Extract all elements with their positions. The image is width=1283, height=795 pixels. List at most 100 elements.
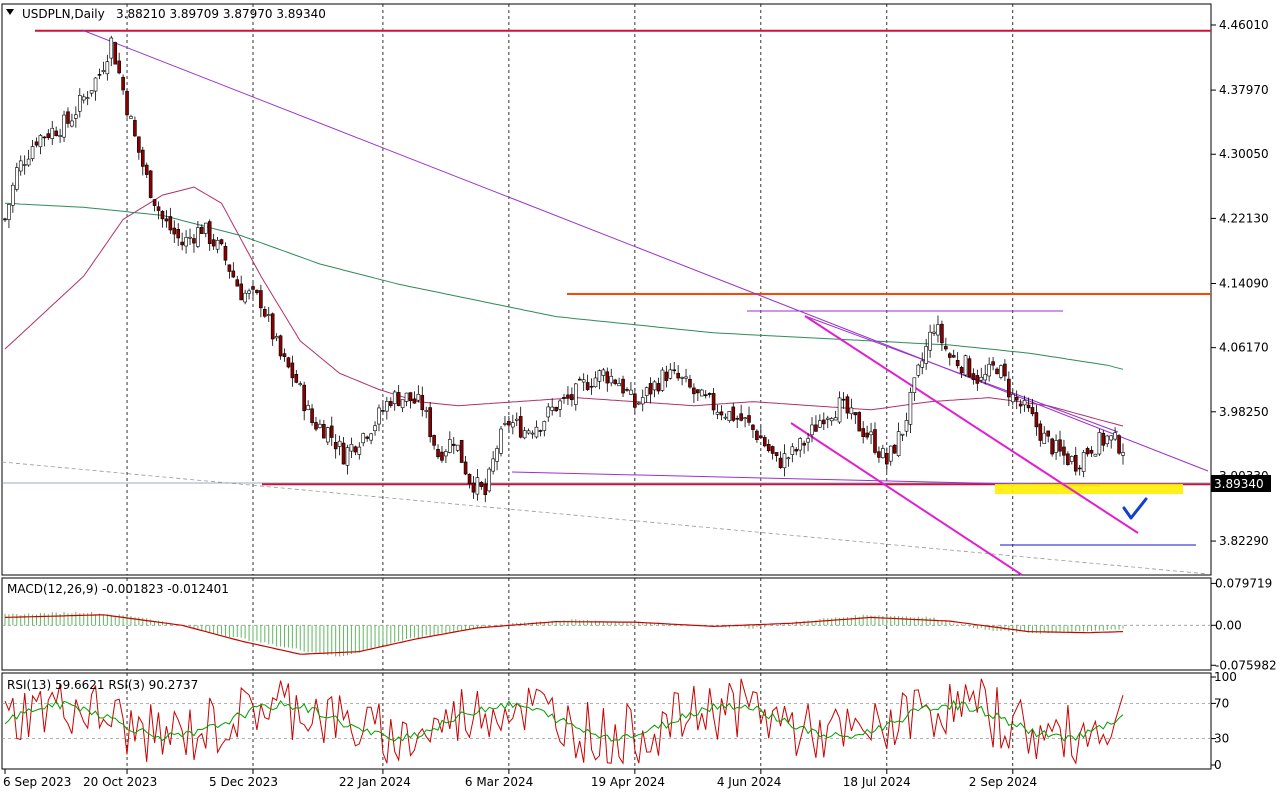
candle-body <box>274 336 279 339</box>
candle-body <box>703 394 708 397</box>
candle-body <box>652 381 657 391</box>
candle-body <box>353 446 358 453</box>
candle-body <box>845 396 850 414</box>
candle-body <box>755 430 759 440</box>
candle-body <box>660 369 665 391</box>
candle-body <box>684 376 688 379</box>
candle-body <box>881 448 885 459</box>
candle-body <box>1101 432 1106 446</box>
candle-body <box>172 227 177 235</box>
candle-body <box>825 417 830 420</box>
candle-body <box>349 443 354 452</box>
y-tick-label: 4.14090 <box>1219 277 1269 291</box>
candle-body <box>7 204 11 220</box>
candle-body <box>499 428 503 454</box>
channel-lower-line <box>790 422 1023 576</box>
candle-body <box>1113 432 1117 440</box>
rsi-layer <box>2 678 1211 765</box>
candle-body <box>668 369 673 379</box>
y-tick-label: 4.22130 <box>1219 211 1269 225</box>
price-panel-frame <box>1 3 1212 576</box>
candle-body <box>326 427 330 443</box>
candle-body <box>361 433 366 444</box>
candle-body <box>432 435 436 446</box>
candle-body <box>601 369 606 376</box>
candle-body <box>369 433 373 441</box>
y-tick-label: 3.82290 <box>1219 534 1269 548</box>
candle-body <box>511 422 515 428</box>
candle-body <box>609 375 614 384</box>
candle-body <box>184 237 188 247</box>
candle-body <box>877 451 881 458</box>
candle-body <box>585 382 590 390</box>
candle-body <box>629 389 633 395</box>
candle-body <box>235 279 240 287</box>
candle-body <box>759 435 763 439</box>
candle-body <box>570 394 574 401</box>
candle-body <box>259 290 263 309</box>
candle-body <box>904 420 909 432</box>
candle-body <box>869 431 873 436</box>
candle-body <box>109 37 114 59</box>
candle-body <box>1097 432 1102 455</box>
candle-body <box>747 415 751 423</box>
rsi3-line <box>4 678 1124 765</box>
y-tick-label: 70 <box>1214 696 1229 710</box>
candle-body <box>392 391 397 405</box>
candle-body <box>168 216 173 231</box>
candle-body <box>365 436 369 439</box>
candle-body <box>424 410 429 412</box>
candle-body <box>581 379 586 383</box>
candle-body <box>459 439 464 463</box>
candle-body <box>987 363 991 377</box>
candle-body <box>577 378 582 381</box>
candle-body <box>892 444 897 454</box>
candle-body <box>806 438 810 443</box>
candle-body <box>896 431 901 456</box>
candle-body <box>396 392 401 406</box>
y-tick-label: -0.075982 <box>1215 658 1277 672</box>
candle-body <box>322 424 326 439</box>
candle-body <box>999 365 1003 378</box>
candle-body <box>664 371 669 381</box>
candle-body <box>1073 455 1078 472</box>
candle-body <box>15 167 19 190</box>
candle-body <box>211 239 216 247</box>
candle-body <box>278 335 283 357</box>
candle-body <box>298 383 303 385</box>
candle-body <box>940 323 944 344</box>
candle-body <box>1077 467 1082 470</box>
x-tick-label: 22 Jan 2024 <box>339 775 411 789</box>
candle-body <box>329 425 334 438</box>
candle-body <box>1014 396 1019 401</box>
candle-body <box>1010 393 1015 403</box>
candle-body <box>967 358 972 378</box>
candle-body <box>743 417 747 419</box>
candle-body <box>294 373 299 383</box>
dropdown-triangle-icon[interactable] <box>6 9 14 15</box>
candle-body <box>46 133 51 138</box>
highlight-zone <box>995 484 1183 494</box>
candle-body <box>672 369 677 372</box>
y-tick-label: 4.46010 <box>1219 18 1269 32</box>
checkmark-icon <box>1122 497 1148 520</box>
candle-body <box>837 397 842 423</box>
macd-title: MACD(12,26,9) -0.001823 -0.012401 <box>7 582 229 596</box>
candle-body <box>440 451 444 461</box>
candle-body <box>589 385 594 388</box>
candle-body <box>1018 403 1023 407</box>
major-downtrend-line <box>81 29 1209 472</box>
candle-body <box>377 407 381 425</box>
candle-body <box>270 313 275 340</box>
candle-body <box>633 393 637 408</box>
candle-body <box>125 91 129 116</box>
x-tick-label: 5 Dec 2023 <box>209 775 278 789</box>
candle-body <box>971 373 976 380</box>
candle-body <box>475 477 480 495</box>
candle-body <box>385 401 389 412</box>
candle-body <box>857 412 862 432</box>
price-layer <box>1 29 1211 576</box>
candle-body <box>928 331 932 351</box>
candle-body <box>1058 439 1062 452</box>
